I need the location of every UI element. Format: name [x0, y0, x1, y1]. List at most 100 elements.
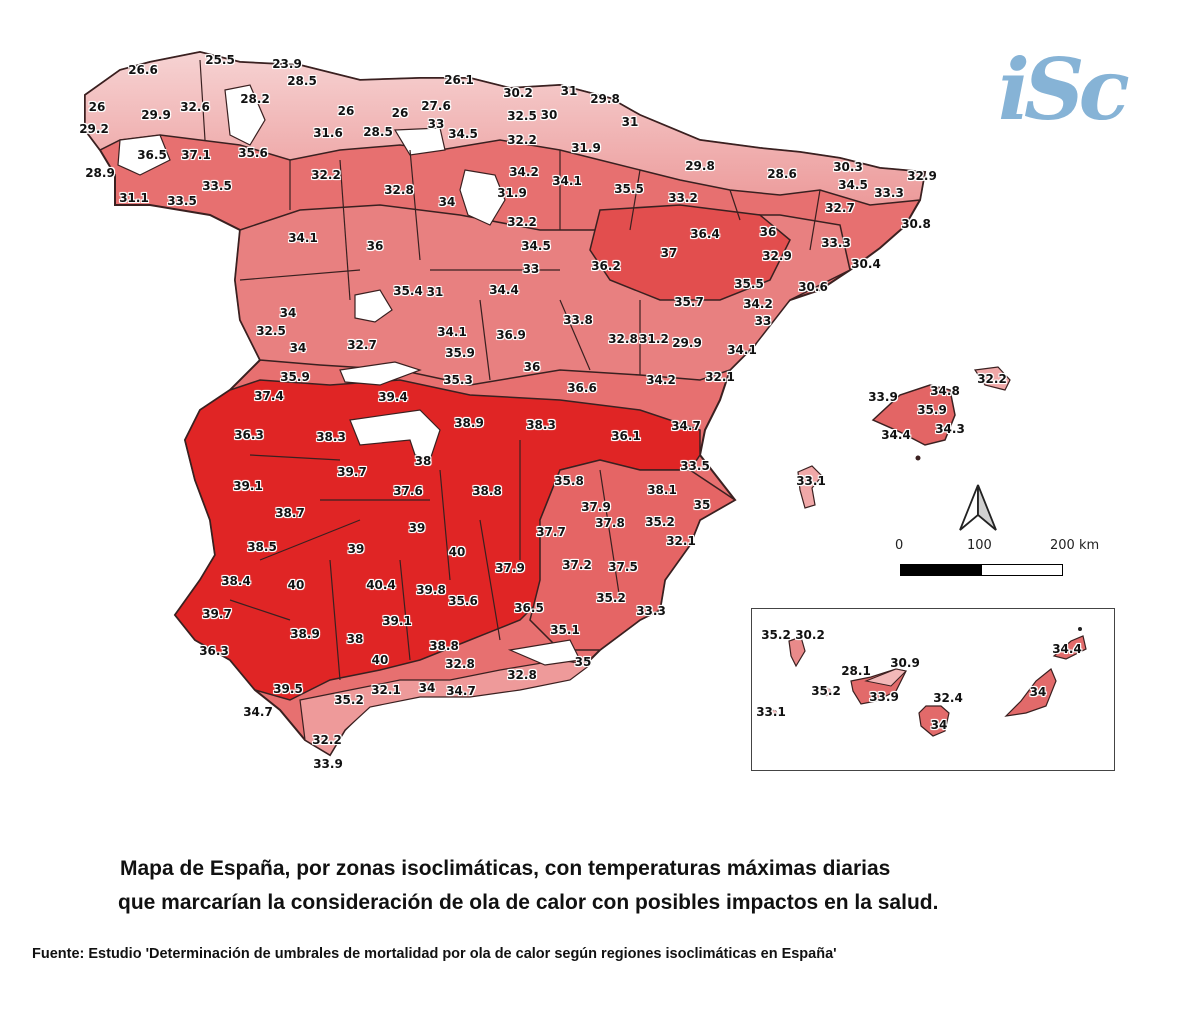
- zone-temperature-label: 30.3: [833, 160, 863, 174]
- zone-temperature-label: 36.1: [611, 429, 641, 443]
- zone-temperature-label: 34.1: [288, 231, 318, 245]
- zone-temperature-label: 34.4: [881, 428, 911, 442]
- no-data-zone: [393, 127, 446, 156]
- zone-temperature-label: 36: [523, 360, 541, 374]
- spain-map: [84, 50, 1011, 757]
- zone-temperature-label: 26: [337, 104, 355, 118]
- zone-temperature-label: 40: [371, 653, 389, 667]
- zone-temperature-label: 33.3: [821, 236, 851, 250]
- zone-temperature-label: 27.6: [421, 99, 451, 113]
- zone-temperature-label: 26.1: [444, 73, 474, 87]
- zone-temperature-label: 35.1: [550, 623, 580, 637]
- zone-temperature-label: 36.3: [234, 428, 264, 442]
- zone-temperature-label: 37: [660, 246, 678, 260]
- zone-temperature-label: 30.2: [503, 86, 533, 100]
- zone-temperature-label: 38.9: [290, 627, 320, 641]
- zone-temperature-label: 31.1: [119, 191, 149, 205]
- zone-temperature-label: 34.2: [646, 373, 676, 387]
- zone-temperature-label: 35.4: [393, 284, 423, 298]
- zone-temperature-label: 32.2: [311, 168, 341, 182]
- zone-temperature-label: 32.1: [705, 370, 735, 384]
- mallorca: [871, 384, 956, 446]
- zone-temperature-label: 32.4: [933, 691, 963, 705]
- zone-temperature-label: 34.3: [935, 422, 965, 436]
- zone-temperature-label: 32.2: [507, 215, 537, 229]
- zone-temperature-label: 38.1: [647, 483, 677, 497]
- zone-temperature-label: 30: [540, 108, 558, 122]
- zone-temperature-label: 31.6: [313, 126, 343, 140]
- zone-temperature-label: 38.9: [454, 416, 484, 430]
- north-arrow-icon: [959, 484, 997, 531]
- isciii-logo: iSc: [998, 40, 1130, 139]
- zone-temperature-label: 29.9: [672, 336, 702, 350]
- zone-temperature-label: 31: [426, 285, 444, 299]
- no-data-zone: [117, 134, 171, 176]
- zone-temperature-label: 32.2: [977, 372, 1007, 386]
- no-data-zone: [339, 361, 422, 386]
- zone-temperature-label: 39.8: [416, 583, 446, 597]
- zone-temperature-label: 28.5: [363, 125, 393, 139]
- zone-temperature-label: 33.5: [202, 179, 232, 193]
- no-data-zone: [507, 639, 581, 666]
- zone-temperature-label: 32.5: [256, 324, 286, 338]
- scale-segment-white: [981, 564, 1063, 576]
- zone-temperature-label: 28.1: [841, 664, 871, 678]
- no-data-zone: [354, 289, 393, 323]
- zone-temperature-label: 39.7: [337, 465, 367, 479]
- zone-temperature-label: 33.5: [680, 459, 710, 473]
- map-caption: Mapa de España, por zonas isoclimáticas,…: [0, 852, 1200, 920]
- zone-temperature-label: 35.9: [280, 370, 310, 384]
- zone-temperature-label: 32.8: [608, 332, 638, 346]
- zone-temperature-label: 35.9: [445, 346, 475, 360]
- zone-temperature-label: 36: [366, 239, 384, 253]
- zone-temperature-label: 38.8: [429, 639, 459, 653]
- zone-temperature-label: 32.2: [312, 733, 342, 747]
- zone-temperature-label: 35.2: [645, 515, 675, 529]
- zone-temperature-label: 26: [88, 100, 106, 114]
- zone-temperature-label: 32.8: [507, 668, 537, 682]
- zone-temperature-label: 36.6: [567, 381, 597, 395]
- zone-temperature-label: 36: [759, 225, 777, 239]
- zone-temperature-label: 35.2: [811, 684, 841, 698]
- caption-line-1: Mapa de España, por zonas isoclimáticas,…: [120, 857, 891, 880]
- zone-temperature-label: 29.9: [141, 108, 171, 122]
- zone-temperature-label: 38.3: [316, 430, 346, 444]
- zone-temperature-label: 34: [438, 195, 456, 209]
- zone-temperature-label: 34.8: [930, 384, 960, 398]
- zone-temperature-label: 35.9: [917, 403, 947, 417]
- zone-temperature-label: 26.6: [128, 63, 158, 77]
- zone-temperature-label: 32.7: [347, 338, 377, 352]
- zone-temperature-label: 33.9: [869, 690, 899, 704]
- zone-temperature-label: 36.3: [199, 644, 229, 658]
- zone-temperature-label: 38.5: [247, 540, 277, 554]
- zone-temperature-label: 36.5: [137, 148, 167, 162]
- zone-temperature-label: 36.4: [690, 227, 720, 241]
- zone-temperature-label: 28.2: [240, 92, 270, 106]
- zone-temperature-label: 29.8: [685, 159, 715, 173]
- zone-temperature-label: 29.2: [79, 122, 109, 136]
- zone-temperature-label: 36.9: [496, 328, 526, 342]
- zone-temperature-label: 39.7: [202, 607, 232, 621]
- zone-temperature-label: 40.4: [366, 578, 396, 592]
- zone-temperature-label: 32.1: [371, 683, 401, 697]
- zone-temperature-label: 33.2: [668, 191, 698, 205]
- zone-temperature-label: 39.5: [273, 682, 303, 696]
- zone-temperature-label: 34.1: [437, 325, 467, 339]
- zone-temperature-label: 34.7: [243, 705, 273, 719]
- zone-temperature-label: 25.5: [205, 53, 235, 67]
- zone-temperature-label: 39.1: [382, 614, 412, 628]
- zone-temperature-label: 31.2: [639, 332, 669, 346]
- zone-temperature-label: 34.5: [521, 239, 551, 253]
- zone-temperature-label: 32.8: [384, 183, 414, 197]
- zone-temperature-label: 28.5: [287, 74, 317, 88]
- scale-tick-100: 100: [967, 538, 992, 553]
- zone-temperature-label: 35.7: [674, 295, 704, 309]
- zone-temperature-label: 31.9: [571, 141, 601, 155]
- zone-temperature-label: 31: [560, 84, 578, 98]
- zone-temperature-label: 34.5: [838, 178, 868, 192]
- zone-temperature-label: 30.4: [851, 257, 881, 271]
- zone-temperature-label: 35.2: [334, 693, 364, 707]
- zone-borders: [199, 59, 821, 681]
- zone-temperature-label: 39.1: [233, 479, 263, 493]
- ibiza: [797, 465, 823, 509]
